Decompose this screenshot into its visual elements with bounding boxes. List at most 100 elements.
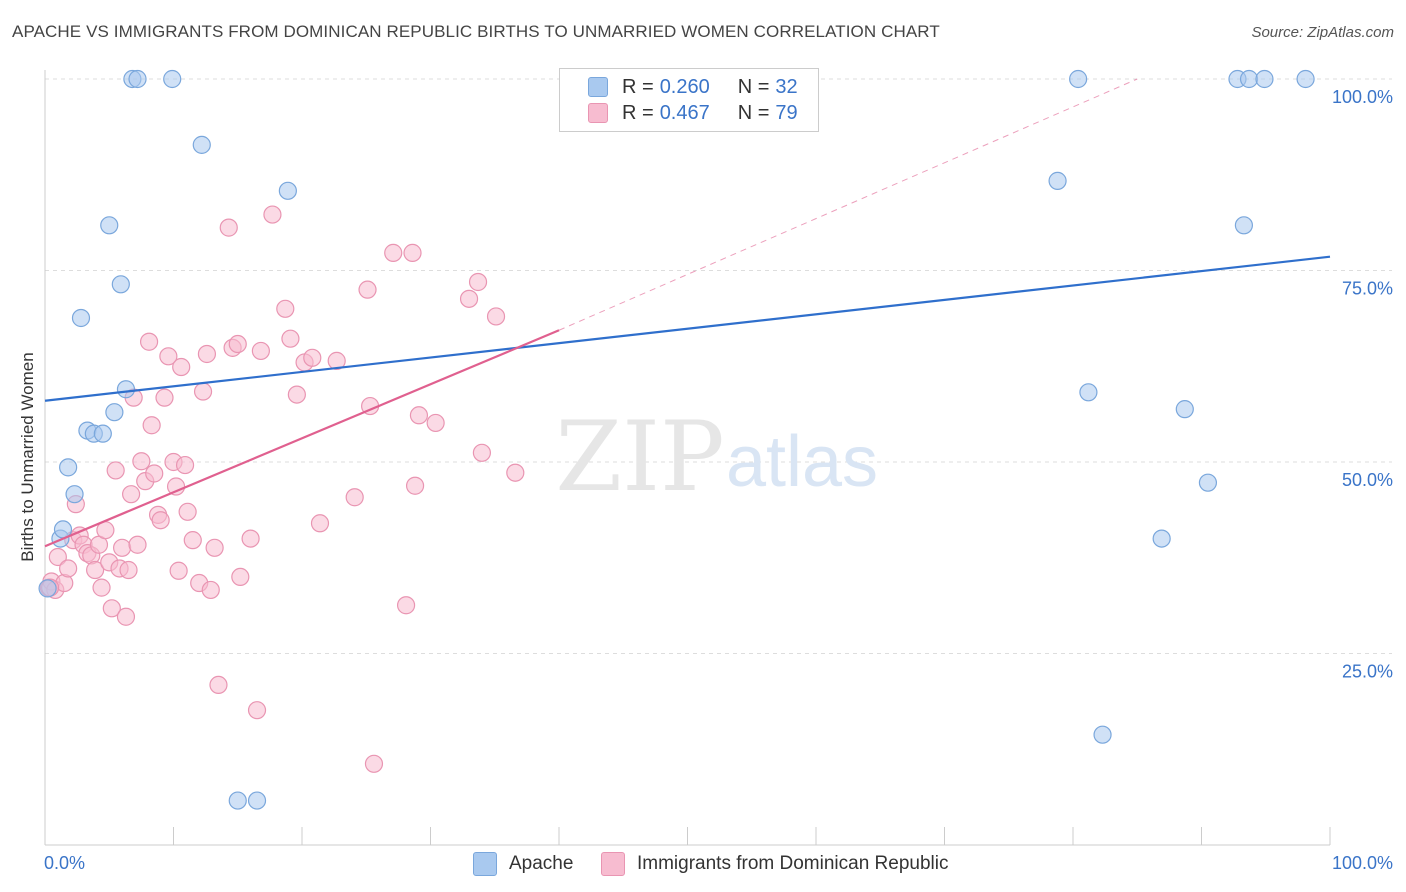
data-point: [142, 416, 161, 435]
data-point: [228, 791, 247, 810]
data-point: [155, 388, 174, 407]
data-point: [159, 347, 178, 366]
data-point: [281, 329, 300, 348]
series-apache-points: [38, 69, 1315, 810]
data-point: [384, 243, 403, 262]
data-point: [228, 334, 247, 354]
data-point: [405, 476, 425, 495]
grid-lines: [45, 78, 1392, 654]
data-point: [128, 69, 147, 89]
legend-dominican-label: Immigrants from Dominican Republic: [637, 853, 949, 874]
dominican-legend-icon: [601, 852, 625, 876]
data-point: [327, 351, 346, 370]
data-point: [192, 135, 211, 154]
y-tick-label: 100.0%: [1332, 87, 1393, 107]
data-point: [183, 531, 202, 550]
data-point: [139, 332, 159, 351]
data-point: [364, 754, 384, 773]
data-point: [93, 424, 112, 443]
x-tick-label: 0.0%: [44, 853, 85, 873]
data-point: [287, 385, 306, 404]
data-point: [201, 580, 220, 600]
data-point: [128, 535, 147, 554]
data-point: [38, 579, 57, 598]
trend-lines: [44, 78, 1331, 548]
data-point: [1198, 473, 1218, 492]
data-point: [1239, 69, 1259, 89]
data-point: [506, 463, 525, 482]
data-point: [197, 344, 217, 364]
data-point: [106, 461, 125, 480]
data-point: [1048, 171, 1067, 190]
data-point: [1234, 216, 1254, 235]
data-point: [1152, 529, 1171, 548]
data-point: [396, 596, 416, 615]
data-point: [59, 458, 78, 477]
data-point: [205, 538, 224, 557]
y-tick-label: 50.0%: [1342, 470, 1393, 490]
data-point: [121, 485, 141, 504]
apache-legend-icon: [473, 852, 497, 876]
data-point: [468, 272, 488, 292]
series-dominican-points: [39, 205, 525, 773]
watermark: ZIP atlas: [555, 401, 878, 513]
data-point: [172, 357, 191, 377]
data-point: [219, 218, 238, 237]
y-tick-label: 75.0%: [1342, 279, 1393, 299]
data-point: [92, 578, 111, 597]
data-point: [163, 69, 182, 89]
legend-r-value: 0.467: [659, 101, 710, 124]
dominican-trend-line: [44, 329, 560, 548]
data-point: [59, 559, 78, 578]
data-point: [175, 455, 195, 475]
correlation-legend: R = 0.260 N = 32 R = 0.467 N = 79: [559, 68, 819, 132]
data-point: [71, 308, 91, 328]
data-point: [263, 205, 282, 224]
legend-n-value: 79: [775, 101, 798, 124]
legend-apache-label: Apache: [509, 853, 574, 874]
data-point: [276, 299, 295, 318]
legend-n-value: 32: [775, 75, 798, 98]
data-point: [459, 289, 479, 308]
watermark-zip: ZIP: [555, 401, 724, 513]
legend-n-label: N =: [737, 75, 770, 98]
data-point: [247, 791, 267, 810]
data-point: [231, 567, 250, 587]
data-point: [119, 560, 138, 580]
apache-trend-line: [44, 255, 1331, 402]
data-point: [116, 607, 136, 626]
data-point: [145, 464, 164, 483]
data-point: [1255, 69, 1274, 89]
data-point: [1093, 725, 1112, 744]
data-point: [100, 216, 119, 235]
data-point: [166, 477, 186, 496]
data-point: [486, 307, 506, 326]
legend-row-apache: R = 0.260 N = 32: [588, 75, 798, 99]
data-point: [1079, 383, 1098, 402]
data-point: [86, 560, 105, 580]
data-point: [345, 488, 364, 507]
data-point: [112, 538, 132, 557]
legend-item-apache: Apache: [473, 852, 573, 876]
y-tick-label: 25.0%: [1342, 662, 1393, 682]
data-point: [409, 406, 429, 425]
data-point: [310, 514, 330, 533]
data-point: [1069, 69, 1088, 89]
legend-r-label: R =: [622, 75, 654, 98]
data-point: [116, 380, 136, 399]
legend-r-value: 0.260: [659, 75, 710, 98]
data-point: [1175, 400, 1194, 419]
x-tick-label: 100.0%: [1332, 853, 1393, 873]
data-point: [303, 348, 322, 367]
legend-n-label: N =: [737, 101, 770, 124]
source-label: Source: ZipAtlas.com: [1251, 24, 1394, 41]
data-point: [1296, 69, 1315, 89]
legend-r-label: R =: [622, 101, 654, 124]
data-point: [111, 275, 130, 294]
data-point: [65, 485, 84, 504]
axes: [44, 70, 1331, 846]
data-point: [251, 341, 270, 361]
series-legend: Apache Immigrants from Dominican Republi…: [0, 852, 1406, 878]
data-point: [358, 280, 377, 299]
data-point: [426, 413, 445, 433]
